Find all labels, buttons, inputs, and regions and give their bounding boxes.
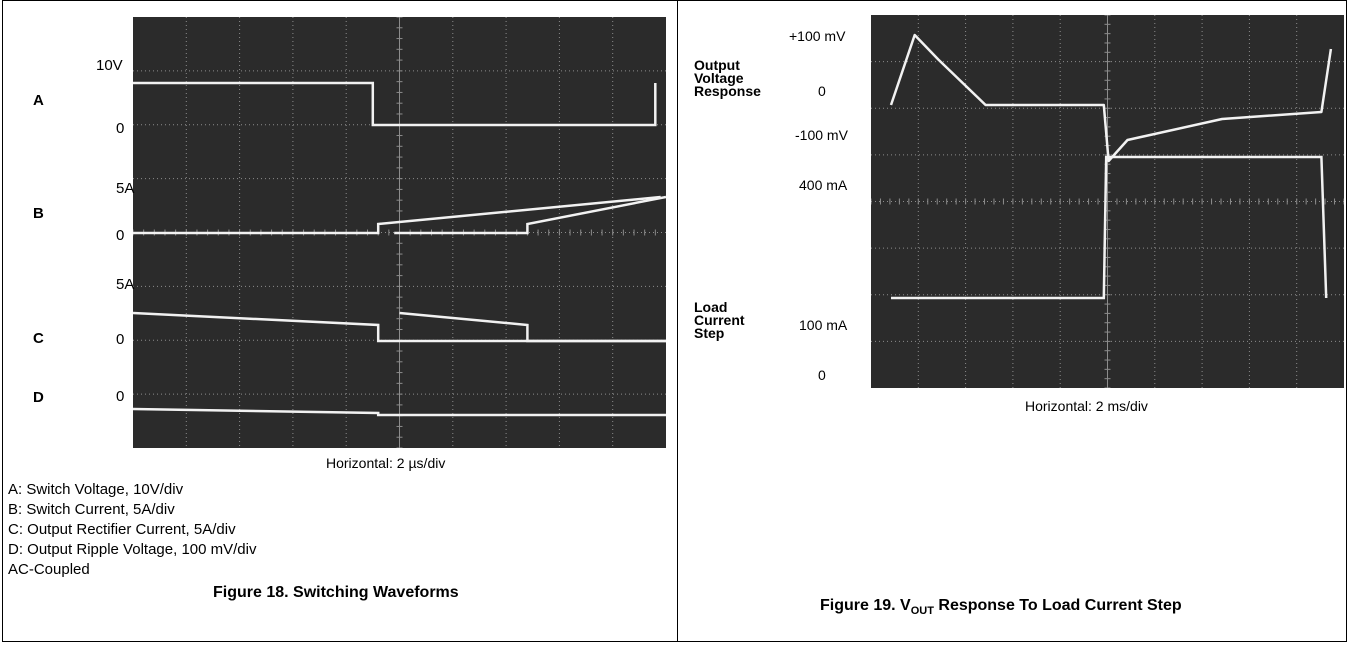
scope-traces (889, 33, 1333, 300)
figure-18-horizontal-scale: Horizontal: 2 µs/div (326, 455, 446, 471)
level-label-minus-100mv: -100 mV (795, 127, 848, 143)
side-label-load-current-step: Load Current Step (694, 299, 745, 341)
caption-ac-coupled: AC-Coupled (8, 561, 90, 578)
level-label-b-5a: 5A (116, 180, 135, 197)
trace-load-current-step (891, 155, 1328, 300)
trace-output-voltage-response (889, 33, 1333, 163)
figure-19-title-suffix: Response To Load Current Step (933, 597, 1182, 614)
level-label-400ma: 400 mA (799, 177, 848, 193)
trace-label-a: A (33, 92, 44, 109)
level-label-0mv: 0 (818, 83, 826, 99)
figure-19-title-subscript: OUT (910, 605, 934, 618)
figure-18-scope (133, 17, 666, 448)
level-label-c-5a: 5A (116, 276, 135, 293)
trace-series-d (133, 407, 666, 417)
trace-label-c: C (33, 330, 44, 347)
trace-series-c (133, 311, 666, 343)
level-label-a-10v: 10V (96, 57, 123, 74)
trace-label-d: D (33, 389, 44, 406)
figure-18-title: Figure 18. Switching Waveforms (213, 584, 459, 601)
figure-19-scope (871, 15, 1344, 388)
trace-series-b (133, 195, 661, 235)
trace-series-a (133, 81, 657, 127)
level-label-0ma: 0 (818, 367, 826, 383)
caption-d: D: Output Ripple Voltage, 100 mV/div (8, 541, 257, 558)
trace-series-c-cycle-2 (399, 311, 666, 343)
level-label-plus-100mv: +100 mV (789, 28, 846, 44)
level-label-100ma: 100 mA (799, 317, 848, 333)
figure-19-panel (677, 0, 1347, 642)
figure-19-title-prefix: Figure 19. V (820, 597, 911, 614)
level-label-d-0: 0 (116, 388, 125, 405)
trace-label-b: B (33, 205, 44, 222)
caption-c: C: Output Rectifier Current, 5A/div (8, 521, 236, 538)
level-label-a-0: 0 (116, 120, 125, 137)
side-label-output-voltage-response: Output Voltage Response (694, 57, 761, 99)
figure-19-horizontal-scale: Horizontal: 2 ms/div (1025, 398, 1148, 414)
level-label-b-0: 0 (116, 227, 125, 244)
caption-b: B: Switch Current, 5A/div (8, 501, 175, 518)
caption-a: A: Switch Voltage, 10V/div (8, 481, 184, 498)
level-label-c-0: 0 (116, 331, 125, 348)
scope-traces (133, 81, 666, 417)
trace-series-b-cycle-2 (394, 195, 666, 235)
figure-19-title: Figure 19. VOUT Response To Load Current… (820, 597, 1182, 617)
